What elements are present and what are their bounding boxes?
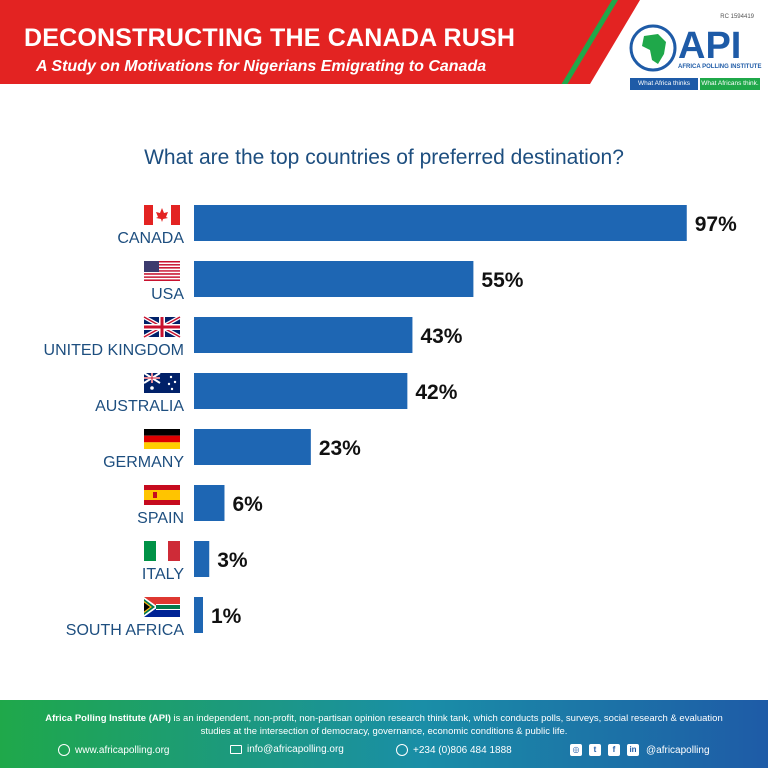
category-label: USA	[151, 286, 184, 303]
footer-email-item[interactable]: info@africapolling.org	[230, 744, 344, 755]
bar-germany	[194, 429, 311, 465]
logo-full-name: AFRICA POLLING INSTITUTE	[678, 64, 762, 70]
footer-social-handle[interactable]: @africapolling	[646, 744, 710, 756]
footer-website[interactable]: www.africapolling.org	[75, 744, 170, 756]
footer-description: Africa Polling Institute (API) is an ind…	[40, 712, 728, 738]
bar-usa	[194, 261, 474, 297]
category-label: SOUTH AFRICA	[66, 622, 185, 639]
instagram-icon[interactable]: ◎	[570, 744, 582, 756]
bar-united-kingdom	[194, 317, 413, 353]
api-logo: RC 1594419 API AFRICA POLLING INSTITUTE …	[626, 6, 762, 92]
logo-rc-number: RC 1594419	[720, 14, 754, 20]
category-label: CANADA	[117, 230, 184, 247]
data-label: 55%	[481, 269, 523, 292]
logo-tag-right: What Africans think.	[700, 78, 760, 90]
data-label: 3%	[217, 549, 248, 572]
footer-phone[interactable]: +234 (0)806 484 1888	[413, 744, 512, 756]
flag-australia-icon	[143, 372, 180, 393]
footer-phone-item[interactable]: +234 (0)806 484 1888	[396, 744, 512, 756]
data-label: 97%	[695, 213, 737, 236]
flag-uk-icon	[143, 315, 181, 339]
category-label: UNITED KINGDOM	[44, 342, 184, 359]
header-banner: DECONSTRUCTING THE CANADA RUSH A Study o…	[0, 0, 640, 84]
logo-tag-left: What Africa thinks	[630, 78, 698, 90]
data-label: 43%	[420, 325, 462, 348]
mail-icon	[230, 745, 242, 754]
category-label: GERMANY	[103, 454, 184, 471]
category-label: ITALY	[142, 566, 184, 583]
logo-name: API	[678, 25, 742, 67]
data-label: 6%	[232, 493, 263, 516]
bar-chart: 97% CANADA 55% USA 43% UNITED KINGDOM 42% AUSTR…	[44, 205, 737, 639]
data-label: 1%	[211, 605, 242, 628]
globe-icon	[58, 744, 70, 756]
bar-italy	[194, 541, 210, 577]
category-label: AUSTRALIA	[95, 398, 184, 415]
bar-spain	[194, 485, 225, 521]
bar-australia	[194, 373, 408, 409]
footer: Africa Polling Institute (API) is an ind…	[0, 700, 768, 768]
footer-email[interactable]: info@africapolling.org	[247, 744, 344, 755]
flag-canada-icon	[144, 205, 180, 225]
whatsapp-icon	[396, 744, 408, 756]
bar-canada	[194, 205, 687, 241]
chart-title: What are the top countries of preferred …	[144, 146, 624, 169]
flag-germany-icon	[144, 429, 180, 449]
category-label: SPAIN	[137, 510, 184, 527]
flag-south-africa-icon	[144, 597, 180, 617]
twitter-icon[interactable]: t	[589, 744, 601, 756]
data-label: 42%	[415, 381, 457, 404]
footer-description-text: is an independent, non-profit, non-parti…	[170, 713, 723, 737]
flag-usa-icon	[144, 261, 180, 281]
facebook-icon[interactable]: f	[608, 744, 620, 756]
flag-italy-icon	[144, 541, 180, 561]
flag-spain-icon	[144, 485, 180, 505]
footer-org: Africa Polling Institute (API)	[45, 713, 171, 724]
footer-contacts: www.africapolling.org info@africapolling…	[0, 744, 768, 760]
data-label: 23%	[319, 437, 361, 460]
header-title: DECONSTRUCTING THE CANADA RUSH	[24, 24, 516, 52]
bar-south-africa	[194, 597, 203, 633]
linkedin-icon[interactable]: in	[627, 744, 639, 756]
header-subtitle: A Study on Motivations for Nigerians Emi…	[36, 58, 487, 75]
footer-website-item[interactable]: www.africapolling.org	[58, 744, 170, 756]
africa-globe-icon	[629, 24, 677, 72]
footer-social-item[interactable]: ◎ t f in @africapolling	[570, 744, 710, 756]
